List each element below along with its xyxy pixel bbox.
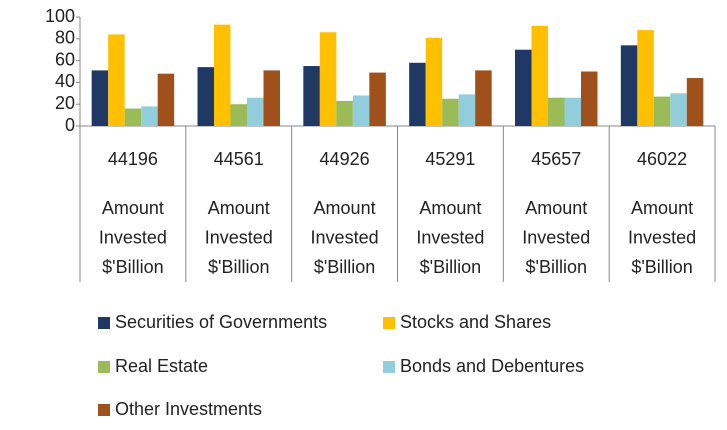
bar — [247, 97, 264, 126]
bar — [124, 108, 142, 126]
x-tick-label: 46022 — [637, 149, 687, 169]
x-sublabel: Invested — [311, 227, 379, 247]
bar — [620, 45, 638, 127]
y-tick-label: 40 — [55, 71, 75, 91]
bar — [91, 70, 109, 126]
bar — [425, 37, 443, 126]
x-sublabel: Amount — [419, 198, 481, 218]
bar — [475, 70, 492, 126]
x-sublabel: Amount — [314, 198, 376, 218]
bar — [442, 98, 459, 126]
bar — [263, 70, 280, 126]
legend-label: Securities of Governments — [115, 312, 327, 332]
bar — [303, 66, 320, 126]
x-sublabel: Amount — [525, 198, 587, 218]
x-sublabel: Amount — [102, 198, 164, 218]
legend-label: Other Investments — [115, 399, 262, 419]
bar — [214, 24, 231, 127]
bar — [653, 96, 671, 126]
bar — [319, 32, 337, 127]
bar — [108, 34, 125, 126]
y-tick-label: 60 — [55, 49, 75, 69]
x-sublabel: Amount — [631, 198, 693, 218]
x-sublabel: Invested — [522, 227, 590, 247]
x-sublabel: $'Billion — [631, 257, 692, 277]
bar — [564, 97, 581, 126]
x-sublabel: Invested — [628, 227, 696, 247]
bar — [637, 30, 654, 126]
bar — [686, 78, 704, 126]
bar — [515, 49, 532, 127]
y-tick-label: 80 — [55, 28, 75, 48]
bar — [141, 106, 158, 126]
y-tick-label: 0 — [65, 115, 75, 135]
legend-label: Stocks and Shares — [400, 312, 551, 332]
x-tick-label: 45291 — [425, 149, 475, 169]
x-sublabel: $'Billion — [526, 257, 587, 277]
bar — [548, 97, 565, 126]
x-sublabel: Invested — [99, 227, 167, 247]
bar — [230, 104, 247, 126]
legend-swatch — [383, 317, 395, 329]
x-tick-label: 44926 — [320, 149, 370, 169]
bar — [670, 93, 687, 126]
legend-swatch — [383, 361, 395, 373]
x-sublabel: Amount — [208, 198, 270, 218]
x-sublabel: $'Billion — [420, 257, 481, 277]
x-tick-label: 44196 — [108, 149, 158, 169]
bar — [157, 73, 175, 126]
x-sublabel: Invested — [416, 227, 484, 247]
x-sublabel: $'Billion — [102, 257, 163, 277]
x-sublabel: Invested — [205, 227, 273, 247]
legend-swatch — [98, 361, 110, 373]
x-tick-label: 44561 — [214, 149, 264, 169]
legend-swatch — [98, 317, 110, 329]
bar — [531, 25, 548, 126]
bar — [352, 95, 370, 126]
y-tick-label: 20 — [55, 93, 75, 113]
bar — [336, 100, 353, 126]
bar — [458, 94, 476, 126]
y-tick-label: 100 — [45, 6, 75, 26]
bar — [581, 71, 598, 126]
bar — [369, 72, 386, 126]
legend-label: Real Estate — [115, 356, 208, 376]
x-sublabel: $'Billion — [314, 257, 375, 277]
legend-label: Bonds and Debentures — [400, 356, 584, 376]
bar — [197, 67, 214, 126]
x-sublabel: $'Billion — [208, 257, 269, 277]
legend-swatch — [98, 404, 110, 416]
x-tick-label: 45657 — [531, 149, 581, 169]
bar — [409, 62, 426, 126]
